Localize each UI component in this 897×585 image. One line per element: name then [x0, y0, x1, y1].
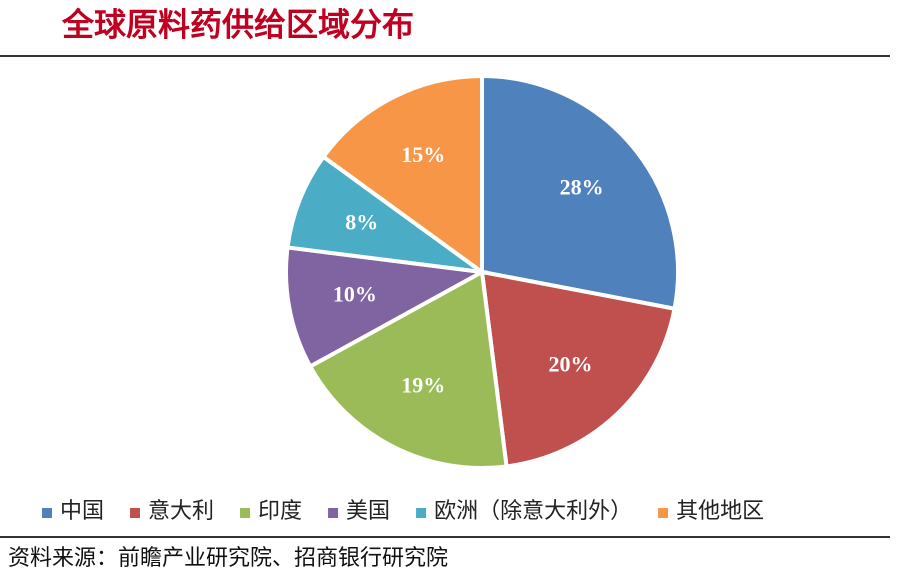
value-label: 10%: [333, 281, 377, 306]
legend-swatch: [658, 508, 669, 518]
legend-label: 欧洲（除意大利外）: [434, 498, 632, 523]
value-label: 28%: [560, 175, 604, 200]
legend-swatch: [328, 508, 339, 518]
legend-swatch: [130, 508, 141, 518]
pie-slice: [307, 268, 509, 470]
legend-label: 美国: [346, 498, 390, 523]
legend-swatch: [240, 508, 251, 518]
pie-slice: [479, 269, 677, 469]
chart-title: 全球原料药供给区域分布: [61, 6, 414, 42]
legend-swatch: [42, 508, 52, 518]
legend-swatch: [416, 508, 427, 518]
legend-label: 意大利: [148, 498, 214, 523]
source: 资料来源：前瞻产业研究院、招商银行研究院: [8, 545, 448, 570]
legend-label: 中国: [60, 498, 104, 523]
legend-label: 印度: [258, 498, 302, 523]
value-label: 15%: [401, 142, 445, 167]
pie-slice: [320, 73, 484, 276]
value-label: 19%: [401, 372, 445, 397]
value-label: 20%: [549, 351, 593, 376]
pie-slice: [480, 73, 680, 312]
legend-label: 其他地区: [676, 498, 764, 523]
pie-slice: [284, 245, 489, 370]
value-label: 8%: [345, 209, 378, 234]
